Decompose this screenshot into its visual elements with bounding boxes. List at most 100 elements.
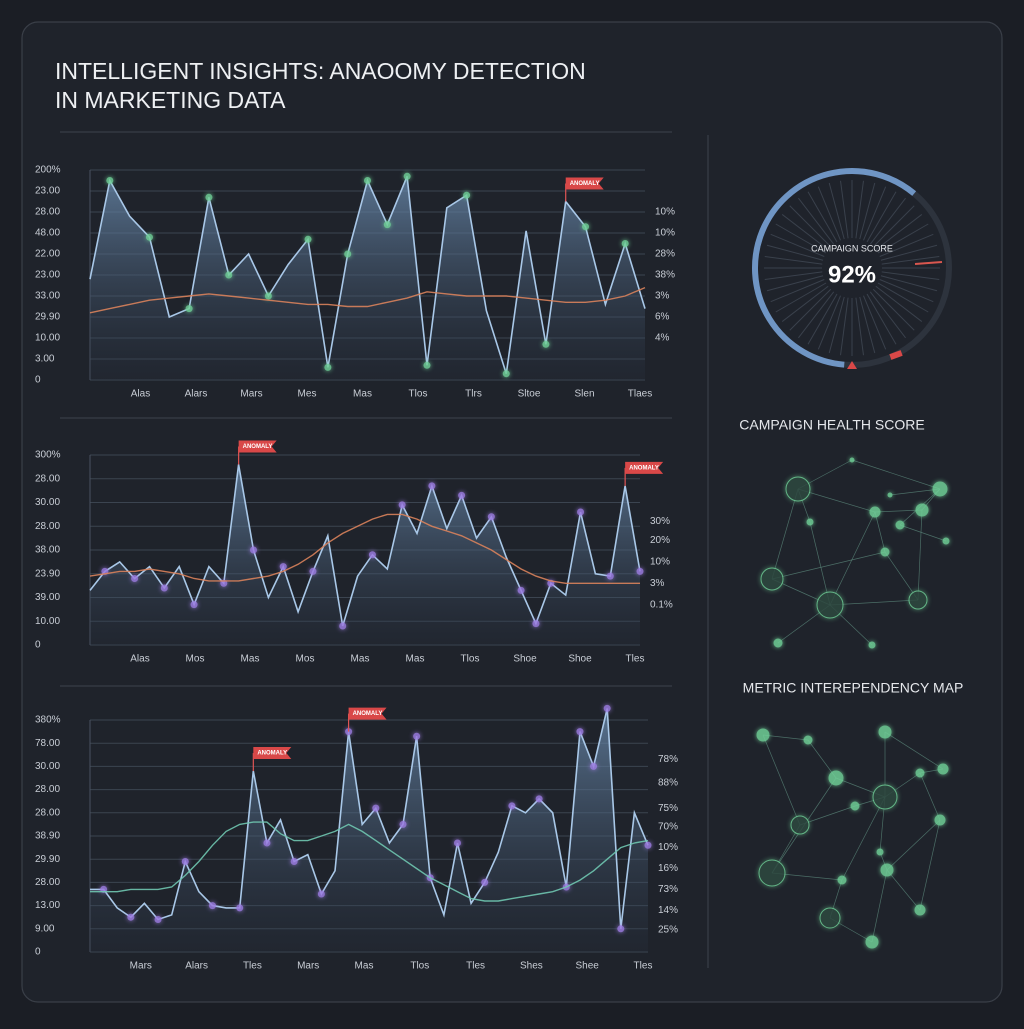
marker [481, 878, 489, 886]
gauge-spoke [817, 295, 841, 350]
network-node [872, 784, 898, 810]
gauge-spoke [869, 197, 906, 245]
y-tick-label: 10.00 [35, 616, 60, 627]
marker [263, 839, 271, 847]
gauge-spoke [866, 293, 897, 345]
gauge-spoke [766, 244, 824, 261]
y2-tick-label: 28% [655, 249, 675, 260]
network-node [914, 904, 926, 916]
flag [238, 440, 277, 453]
gauge-spoke [764, 256, 823, 265]
trend-line [90, 821, 649, 902]
network-node [756, 728, 770, 742]
network-edge [886, 869, 921, 911]
marker [324, 363, 332, 371]
gauge-spoke [880, 275, 938, 292]
network-edge [874, 511, 886, 553]
marker [368, 551, 376, 559]
y-tick-label: 29.90 [35, 312, 60, 323]
y-tick-label: 380% [35, 715, 61, 726]
network-node [895, 520, 905, 530]
marker [508, 802, 516, 810]
gauge-spoke [828, 296, 845, 354]
flag-label: ANOMALY [243, 444, 273, 450]
x-tick-label: Sltoe [518, 389, 541, 400]
x-tick-label: Mes [298, 389, 317, 400]
network-node [865, 935, 879, 949]
y-tick-label: 38.00 [35, 545, 60, 556]
y-tick-label: 28.00 [35, 521, 60, 532]
marker [423, 361, 431, 369]
gauge-spoke [881, 271, 940, 280]
x-tick-label: Mars [130, 961, 152, 972]
gauge-warning [889, 350, 903, 360]
marker [577, 508, 585, 516]
gauge-spoke [869, 291, 906, 339]
line [90, 708, 649, 929]
gauge-spoke [764, 271, 823, 280]
y2-tick-label: 3% [655, 291, 670, 302]
x-tick-label: Mas [353, 389, 372, 400]
network-node [819, 907, 841, 929]
marker [290, 858, 298, 866]
title-line: IN MARKETING DATA [55, 87, 286, 113]
marker [398, 501, 406, 509]
marker [364, 177, 371, 184]
marker [205, 193, 213, 201]
y2-tick-label: 16% [658, 863, 678, 874]
gauge-spoke [877, 282, 929, 313]
x-tick-label: Mas [351, 654, 370, 665]
y2-tick-label: 6% [655, 312, 670, 323]
gauge-value: 92% [828, 261, 876, 288]
network-edge [919, 772, 941, 821]
marker [502, 370, 510, 378]
marker [339, 622, 347, 630]
gauge-spoke [863, 186, 887, 241]
y-tick-label: 29.90 [35, 854, 60, 865]
gauge-spoke [875, 285, 923, 322]
y-tick-label: 10.00 [35, 333, 60, 344]
x-tick-label: Mars [297, 961, 319, 972]
y-tick-label: 22.00 [35, 249, 60, 260]
network-node [915, 768, 925, 778]
y-tick-label: 0 [35, 375, 41, 386]
marker [185, 305, 193, 313]
marker [576, 728, 584, 736]
x-tick-label: Shee [576, 961, 600, 972]
marker [487, 513, 495, 521]
gauge-spoke [881, 256, 940, 265]
gauge-needle [914, 261, 943, 265]
gauge-spoke [766, 275, 824, 292]
y-tick-label: 3.00 [35, 354, 55, 365]
gauge-spoke [789, 288, 832, 331]
network-edge [762, 734, 809, 741]
marker [399, 820, 407, 828]
x-tick-label: Tlaes [628, 389, 652, 400]
marker [413, 732, 421, 740]
flag [253, 747, 292, 760]
gauge-spoke [840, 180, 849, 239]
marker [250, 546, 258, 554]
y-tick-label: 33.00 [35, 291, 60, 302]
y2-tick-label: 88% [658, 777, 678, 788]
network-edge [762, 734, 801, 826]
marker [181, 858, 189, 866]
network-node [887, 492, 893, 498]
gauge-spoke [817, 186, 841, 241]
gauge-spoke [859, 296, 876, 354]
flag-label: ANOMALY [629, 465, 659, 471]
flag [625, 461, 664, 474]
network-edge [771, 488, 799, 580]
y2-tick-label: 10% [655, 228, 675, 239]
area [90, 708, 648, 952]
y2-tick-label: 30% [650, 516, 670, 527]
marker [160, 584, 168, 592]
marker [106, 177, 114, 184]
x-tick-label: Shes [520, 961, 543, 972]
y2-tick-label: 25% [658, 925, 678, 936]
gauge-spoke [875, 214, 923, 251]
y-tick-label: 23.90 [35, 568, 60, 579]
marker [279, 563, 287, 571]
gauge-spoke [855, 297, 864, 356]
